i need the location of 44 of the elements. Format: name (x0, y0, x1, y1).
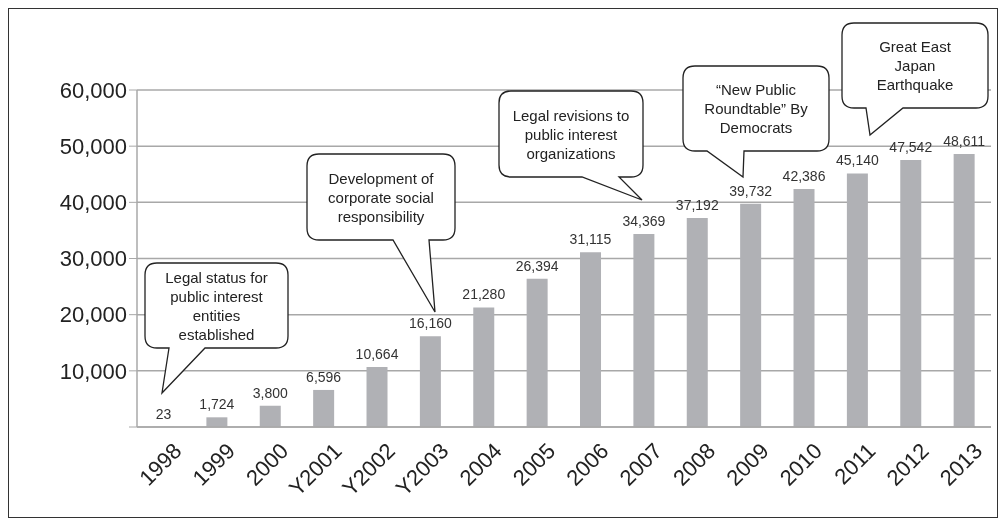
data-label: 47,542 (889, 138, 933, 155)
data-label: 1,724 (199, 396, 235, 413)
data-label: 39,732 (729, 182, 773, 199)
y-tick-label: 50,000 (59, 133, 127, 159)
y-tick-label: 10,000 (59, 358, 127, 384)
y-tick-label: 30,000 (59, 246, 127, 272)
bar (526, 278, 548, 427)
data-label: 34,369 (622, 212, 666, 229)
bar (953, 153, 975, 427)
data-label: 21,280 (462, 286, 506, 303)
speech-bubble: Development of corporate social responsibility (306, 153, 456, 313)
bar (473, 307, 495, 427)
bar (846, 173, 868, 427)
y-tick-label: 40,000 (59, 190, 127, 216)
speech-bubble: Great East Japan Earthquake (841, 22, 989, 136)
annotation: Legal revisions to public interest organizations (511, 105, 631, 164)
annotation: Great East Japan Earthquake (875, 37, 955, 95)
bar (313, 389, 335, 427)
data-label: 37,192 (675, 197, 719, 214)
bar (419, 336, 441, 427)
data-label: 3,800 (252, 384, 288, 401)
data-label: 26,394 (515, 257, 559, 274)
bar (206, 417, 228, 427)
annotation: “New Public Roundtable” By Democrats (703, 80, 809, 138)
annotation: Development of corporate social responsibility (327, 168, 435, 227)
data-label: 31,115 (569, 231, 612, 248)
data-label: 42,386 (782, 167, 826, 184)
data-label: 16,160 (408, 315, 453, 332)
y-tick-label: 60,000 (59, 77, 127, 103)
bar (259, 405, 281, 427)
data-label: 45,140 (835, 152, 880, 169)
bar (686, 218, 708, 427)
bar (900, 159, 922, 427)
annotation: Legal status for public interest entities established (164, 267, 269, 345)
bar (740, 203, 762, 427)
bar (366, 367, 388, 427)
bar (580, 252, 602, 427)
bar (633, 233, 655, 427)
y-tick-label: 20,000 (59, 302, 127, 328)
data-label: 6,596 (306, 368, 342, 385)
speech-bubble: Legal revisions to public interest organizations (498, 90, 644, 201)
data-label: 10,664 (355, 346, 399, 363)
data-label: 23 (155, 405, 172, 422)
bar (793, 188, 815, 427)
